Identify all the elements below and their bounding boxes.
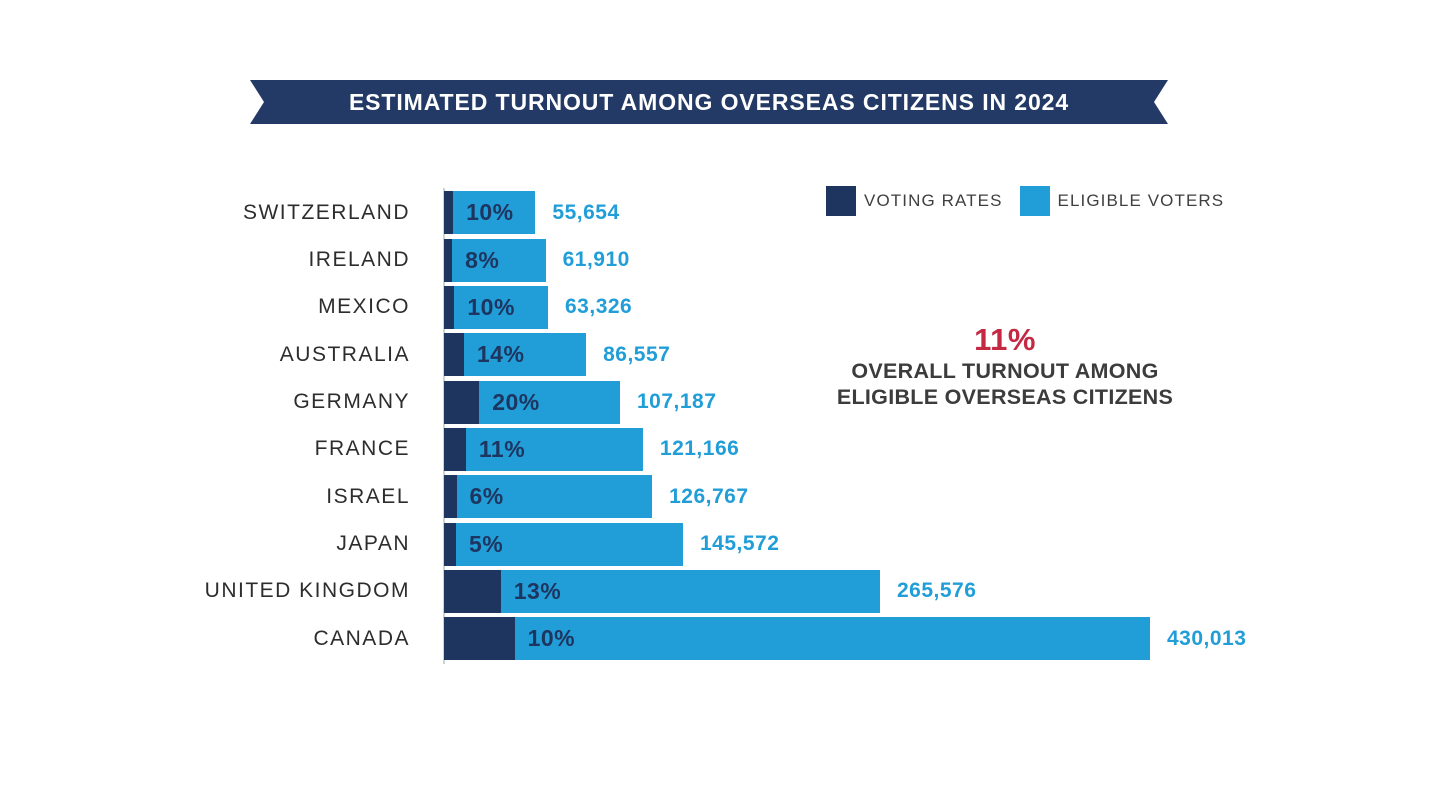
bar-area: 11% 121,166 — [444, 427, 740, 471]
country-label: CANADA — [313, 626, 410, 650]
eligible-voters-bar: 14% — [444, 333, 587, 377]
eligible-voters-count-label: 107,187 — [637, 390, 717, 414]
eligible-voters-count-label: 121,166 — [659, 437, 740, 461]
country-label: SWITZERLAND — [242, 200, 410, 224]
country-label: ISRAEL — [326, 484, 410, 508]
overall-turnout-text-line-1: OVERALL TURNOUT AMONG — [851, 359, 1159, 383]
legend-item-voting-rates: VOTING RATES — [826, 186, 1003, 216]
title-ribbon: ESTIMATED TURNOUT AMONG OVERSEAS CITIZEN… — [250, 80, 1168, 124]
country-label: GERMANY — [293, 390, 410, 414]
eligible-voters-swatch-icon — [1019, 186, 1050, 216]
voting-rate-bar — [444, 333, 464, 377]
country-label: IRELAND — [308, 248, 410, 272]
bar-area: 10% 55,654 — [444, 191, 620, 235]
eligible-voters-count-label: 265,576 — [897, 579, 977, 603]
eligible-voters-count-label: 430,013 — [1167, 626, 1247, 650]
eligible-voters-bar: 6% — [444, 475, 653, 519]
eligible-voters-bar: 8% — [444, 238, 546, 282]
eligible-voters-count-label: 145,572 — [700, 532, 780, 556]
voting-rate-label: 14% — [476, 341, 525, 368]
voting-rates-swatch-icon — [826, 186, 856, 216]
bar-area: 6% 126,767 — [444, 475, 749, 519]
voting-rate-bar — [444, 617, 515, 661]
country-label: AUSTRALIA — [279, 342, 410, 366]
voting-rate-bar — [444, 569, 501, 613]
voting-rate-label: 11% — [478, 435, 526, 462]
overall-turnout-value: 11% — [974, 322, 1036, 357]
eligible-voters-count-label: 63,326 — [565, 295, 633, 319]
country-label: FRANCE — [314, 437, 410, 461]
legend-label: VOTING RATES — [864, 191, 1003, 210]
voting-rate-label: 10% — [467, 293, 515, 320]
legend-label: ELIGIBLE VOTERS — [1057, 191, 1225, 210]
voting-rate-bar — [444, 238, 453, 282]
bar-row: JAPAN 5% 145,572 — [0, 520, 1246, 567]
eligible-voters-bar: 10% — [444, 191, 536, 235]
bar-area: 10% 430,013 — [444, 617, 1247, 661]
bar-row: GERMANY 20% 107,187 — [0, 378, 1246, 425]
voting-rate-label: 8% — [465, 246, 500, 273]
overall-turnout-text-line-2: ELIGIBLE OVERSEAS CITIZENS — [836, 385, 1174, 409]
bar-row: FRANCE 11% 121,166 — [0, 426, 1246, 473]
bar-row: IRELAND 8% 61,910 — [0, 236, 1246, 283]
eligible-voters-bar: 20% — [444, 380, 620, 424]
eligible-voters-bar: 5% — [444, 522, 683, 566]
chart-legend: VOTING RATES ELIGIBLE VOTERS — [826, 186, 1224, 216]
eligible-voters-bar: 10% — [444, 285, 548, 329]
eligible-voters-count-label: 55,654 — [552, 200, 620, 224]
voting-rate-bar — [444, 475, 457, 519]
bar-row: UNITED KINGDOM 13% 265,576 — [0, 568, 1246, 615]
bar-row: CANADA 10% 430,013 — [0, 615, 1246, 662]
country-label: JAPAN — [336, 532, 410, 556]
bar-row: MEXICO 10% 63,326 — [0, 284, 1246, 331]
country-label: MEXICO — [318, 295, 410, 319]
voting-rate-label: 20% — [492, 388, 540, 415]
bar-area: 5% 145,572 — [444, 522, 780, 566]
voting-rate-label: 10% — [527, 625, 576, 652]
country-label: UNITED KINGDOM — [204, 579, 410, 603]
eligible-voters-bar: 13% — [444, 569, 880, 613]
bar-row: AUSTRALIA 14% 86,557 — [0, 331, 1246, 378]
voting-rate-label: 6% — [469, 483, 504, 510]
eligible-voters-bar: 10% — [444, 617, 1150, 661]
bar-area: 10% 63,326 — [444, 285, 633, 329]
overall-turnout-annotation: 11% OVERALL TURNOUT AMONG ELIGIBLE OVERS… — [828, 322, 1182, 410]
chart-title: ESTIMATED TURNOUT AMONG OVERSEAS CITIZEN… — [348, 88, 1070, 115]
bar-area: 20% 107,187 — [444, 380, 717, 424]
eligible-voters-bar: 11% — [444, 427, 643, 471]
voting-rate-bar — [444, 427, 466, 471]
bar-area: 14% 86,557 — [444, 333, 671, 377]
bar-row: ISRAEL 6% 126,767 — [0, 473, 1246, 520]
voting-rate-bar — [444, 285, 455, 329]
voting-rate-label: 5% — [469, 530, 504, 557]
voting-rate-bar — [444, 380, 480, 424]
bar-area: 8% 61,910 — [444, 238, 630, 282]
eligible-voters-count-label: 61,910 — [562, 248, 630, 272]
axis-baseline — [443, 188, 445, 664]
voting-rate-bar — [444, 191, 454, 235]
voting-rate-label: 13% — [513, 577, 562, 604]
bar-row: SWITZERLAND 10% 55,654 — [0, 189, 1246, 236]
voting-rate-label: 10% — [466, 199, 514, 226]
legend-item-eligible-voters: ELIGIBLE VOTERS — [1019, 186, 1225, 216]
bar-area: 13% 265,576 — [444, 569, 977, 613]
eligible-voters-count-label: 126,767 — [669, 484, 749, 508]
voting-rate-bar — [444, 522, 456, 566]
bar-chart: SWITZERLAND 10% 55,654 IRELAND 8% 61,910… — [0, 189, 1246, 662]
eligible-voters-count-label: 86,557 — [603, 342, 671, 366]
